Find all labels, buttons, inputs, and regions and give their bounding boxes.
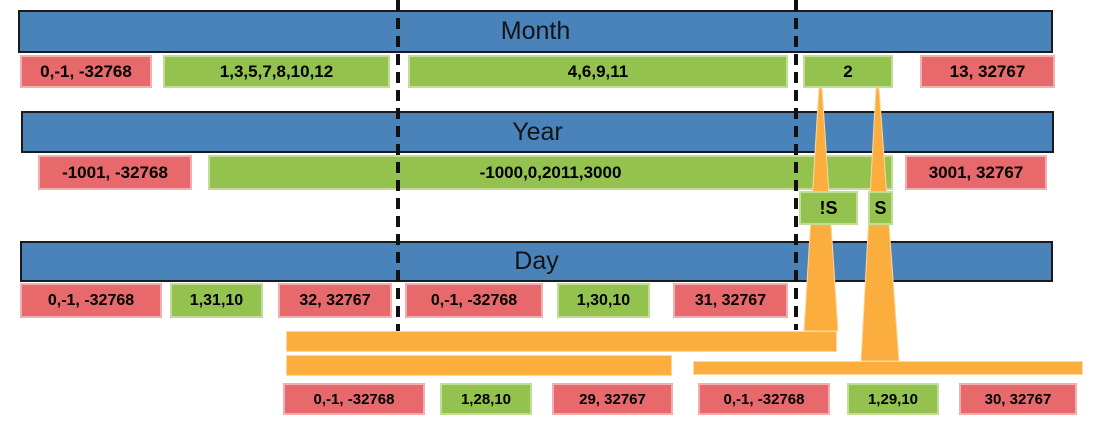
boundary-dashed-line-left bbox=[396, 0, 400, 331]
month-valid-class-30days: 4,6,9,11 bbox=[408, 55, 788, 88]
feb-leap-branch-bar bbox=[693, 361, 1083, 375]
month-bar-title: Month bbox=[500, 17, 571, 45]
feb28-invalid-class-low: 0,-1, -32768 bbox=[283, 383, 425, 415]
feb29-invalid-class-high: 30, 32767 bbox=[959, 383, 1077, 415]
year-valid-class: -1000,0,2011,3000 bbox=[208, 155, 893, 190]
feb-branch-bar-upper bbox=[286, 331, 837, 352]
feb29-invalid-class-low: 0,-1, -32768 bbox=[698, 383, 830, 415]
feb29-valid-class: 1,29,10 bbox=[847, 383, 939, 415]
month-invalid-class-low: 0,-1, -32768 bbox=[20, 55, 152, 88]
year-invalid-class-low: -1001, -32768 bbox=[38, 155, 192, 190]
month-invalid-class-high: 13, 32767 bbox=[920, 55, 1055, 88]
leap-year-flag: S bbox=[868, 191, 893, 225]
month-valid-class-february: 2 bbox=[803, 55, 893, 88]
feb28-invalid-class-high: 29, 32767 bbox=[552, 383, 673, 415]
boundary-dashed-line-right bbox=[794, 0, 798, 330]
year-invalid-class-high: 3001, 32767 bbox=[905, 155, 1047, 190]
non-leap-year-flag: !S bbox=[799, 191, 858, 225]
month-partition-bar: Month bbox=[18, 10, 1053, 53]
day30-invalid-class-high: 31, 32767 bbox=[673, 283, 788, 318]
year-bar-title: Year bbox=[512, 117, 563, 146]
feb28-valid-class: 1,28,10 bbox=[440, 383, 532, 415]
day31-invalid-class-high: 32, 32767 bbox=[278, 283, 392, 318]
month-valid-class-31days: 1,3,5,7,8,10,12 bbox=[163, 55, 390, 88]
day31-invalid-class-low: 0,-1, -32768 bbox=[20, 283, 162, 318]
day30-valid-class: 1,30,10 bbox=[557, 283, 650, 318]
feb-nonleap-branch-bar bbox=[286, 355, 672, 376]
year-partition-bar: Year bbox=[21, 111, 1054, 153]
day-partition-bar: Day bbox=[20, 241, 1053, 282]
day-bar-title: Day bbox=[514, 247, 559, 275]
day31-valid-class: 1,31,10 bbox=[170, 283, 263, 318]
day30-invalid-class-low: 0,-1, -32768 bbox=[405, 283, 543, 318]
